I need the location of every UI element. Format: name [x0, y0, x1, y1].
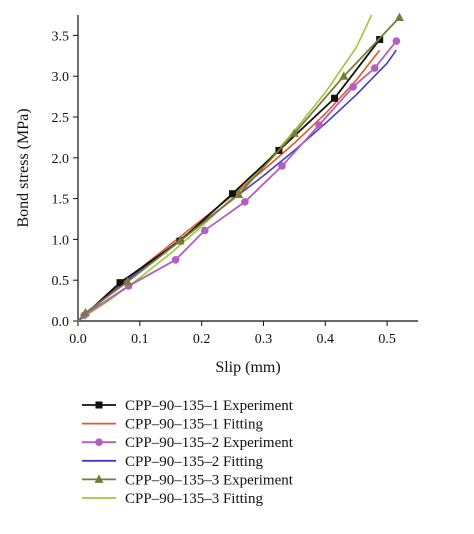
- y-tick-label: 3.0: [52, 70, 70, 85]
- series-line-cpp-90-135-1-experiment: [77, 38, 381, 322]
- legend-item-cpp-90-135-3-fitting: CPP–90–135–3 Fitting: [82, 491, 263, 507]
- legend-item-cpp-90-135-2-experiment: CPP–90–135–2 Experiment: [82, 435, 294, 451]
- legend-label: CPP–90–135–3 Experiment: [125, 472, 294, 488]
- data-point-cpp-90-135-3-experiment: [394, 12, 404, 21]
- series-cpp-90-135-1-experiment: [77, 35, 384, 322]
- x-tick-label: 0.1: [131, 332, 149, 347]
- data-point-cpp-90-135-2-experiment: [315, 121, 323, 129]
- data-point-cpp-90-135-2-experiment: [241, 198, 249, 206]
- legend-label: CPP–90–135–2 Experiment: [125, 435, 294, 451]
- legend-swatch-marker: [95, 401, 103, 409]
- x-tick-label: 0.0: [69, 332, 87, 347]
- data-point-cpp-90-135-3-experiment: [122, 276, 132, 286]
- data-point-cpp-90-135-3-experiment: [339, 71, 349, 80]
- series-cpp-90-135-3-experiment: [77, 12, 404, 322]
- data-point-cpp-90-135-3-experiment: [234, 189, 244, 199]
- legend-item-cpp-90-135-2-fitting: CPP–90–135–2 Fitting: [82, 454, 263, 470]
- series-line-cpp-90-135-3-experiment: [77, 16, 401, 322]
- data-point-cpp-90-135-1-experiment: [116, 279, 124, 287]
- legend: CPP–90–135–1 Experiment CPP–90–135–1 Fitt…: [82, 398, 294, 507]
- data-point-cpp-90-135-3-experiment: [80, 307, 90, 317]
- series-cpp-90-135-2-fitting: [77, 49, 398, 322]
- legend-item-cpp-90-135-1-fitting: CPP–90–135–1 Fitting: [82, 417, 263, 433]
- data-point-cpp-90-135-2-experiment: [200, 226, 209, 235]
- y-axis-title: Bond stress (MPa): [15, 108, 32, 227]
- y-tick-label: 2.5: [52, 111, 70, 126]
- x-tick-label: 0.3: [255, 332, 273, 347]
- y-tick-label: 1.5: [52, 193, 70, 208]
- axis-labels: Slip (mm) Bond stress (MPa): [15, 108, 281, 376]
- y-tick-label: 0.5: [52, 274, 70, 289]
- series-line-cpp-90-135-3-fitting: [77, 14, 373, 322]
- y-tick-label: 1.0: [52, 233, 70, 248]
- legend-item-cpp-90-135-1-experiment: CPP–90–135–1 Experiment: [82, 398, 294, 414]
- legend-label: CPP–90–135–1 Experiment: [125, 398, 294, 414]
- data-point-cpp-90-135-2-experiment: [392, 37, 401, 45]
- data-point-cpp-90-135-2-experiment: [370, 64, 379, 72]
- data-point-cpp-90-135-2-experiment: [171, 255, 180, 264]
- x-tick-label: 0.2: [193, 332, 211, 347]
- data-point-cpp-90-135-2-experiment: [349, 83, 357, 91]
- data-point-cpp-90-135-3-experiment: [289, 128, 299, 137]
- data-point-cpp-90-135-1-experiment: [229, 190, 237, 198]
- plot-series: [77, 12, 404, 322]
- y-tick-label: 3.5: [52, 29, 70, 44]
- x-axis-title: Slip (mm): [215, 359, 280, 376]
- legend-swatch-marker: [95, 438, 103, 447]
- x-tick-label: 0.5: [378, 332, 396, 347]
- axes: 0.0 0.5 1.0 1.5 2.0 2.5 3.0 3.5 0.0 0.1 0.2 0.3 0.4 0…: [52, 15, 418, 347]
- data-point-cpp-90-135-3-experiment: [175, 236, 185, 245]
- y-tick-label: 0.0: [52, 315, 70, 330]
- y-tick-label: 2.0: [52, 152, 70, 167]
- series-cpp-90-135-3-fitting: [77, 14, 373, 322]
- legend-item-cpp-90-135-3-experiment: CPP–90–135–3 Experiment: [82, 472, 294, 488]
- data-point-cpp-90-135-1-experiment: [331, 94, 339, 102]
- legend-swatch-marker: [94, 474, 104, 483]
- legend-label: CPP–90–135–3 Fitting: [125, 491, 263, 507]
- x-tick-label: 0.4: [317, 332, 335, 347]
- legend-label: CPP–90–135–2 Fitting: [125, 454, 263, 470]
- data-point-cpp-90-135-2-experiment: [278, 162, 286, 170]
- series-line-cpp-90-135-2-fitting: [77, 49, 398, 322]
- legend-label: CPP–90–135–1 Fitting: [125, 417, 263, 433]
